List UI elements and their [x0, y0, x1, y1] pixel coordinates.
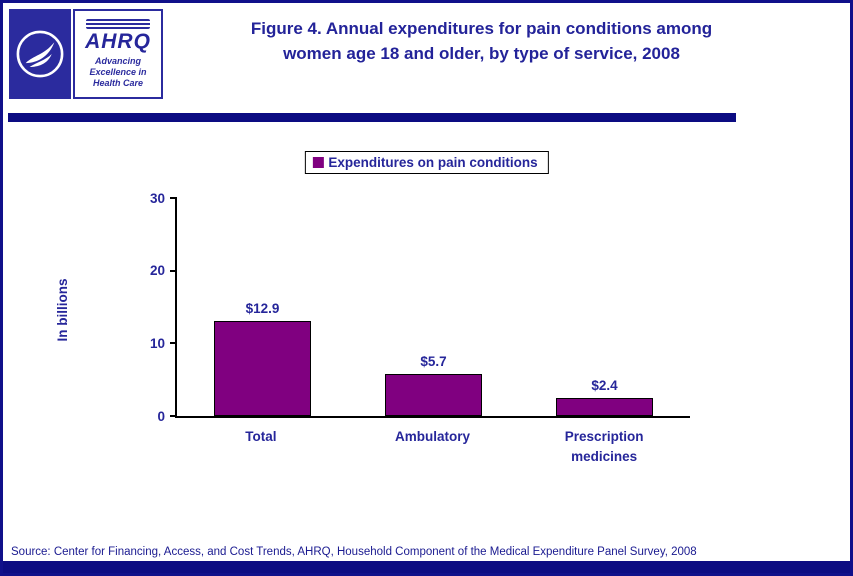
hhs-seal-logo [9, 9, 71, 99]
bar-value-label: $12.9 [245, 301, 280, 317]
ahrq-tagline: Advancing Excellence in Health Care [89, 56, 146, 88]
chart-legend: Expenditures on pain conditions [304, 151, 549, 174]
bar-prescription-medicines: $2.4 [556, 378, 653, 416]
y-tick-mark [170, 342, 177, 345]
bar-slot: $12.9 [177, 198, 348, 416]
bar-total: $12.9 [214, 301, 311, 416]
category-label-text: Total [245, 429, 277, 444]
bar-value-label: $5.7 [420, 354, 447, 370]
footer-bar [3, 561, 850, 573]
y-tick-mark [170, 415, 177, 417]
y-tick: 10 [131, 334, 177, 352]
figure-title: Figure 4. Annual expenditures for pain c… [143, 17, 820, 66]
category-label-text: Ambulatory [395, 429, 471, 444]
category-label-prescription-medicines: Prescription medicines [518, 427, 690, 468]
category-label-text: Prescription medicines [564, 429, 644, 465]
x-axis-category-labels: Total Ambulatory Prescription medicines [175, 427, 690, 468]
y-tick-mark [170, 269, 177, 272]
y-tick: 30 [131, 189, 177, 207]
figure-title-line2: women age 18 and older, by type of servi… [283, 43, 680, 63]
legend-label: Expenditures on pain conditions [328, 155, 538, 170]
y-tick-label: 20 [149, 263, 165, 279]
plot-area: 30 20 10 0 $12.9 $5.7 [150, 191, 690, 424]
y-tick-label: 10 [149, 335, 165, 351]
y-tick: 0 [131, 407, 177, 425]
y-tick-label: 30 [149, 190, 165, 206]
y-tick-mark [170, 197, 177, 199]
ahrq-tagline-line: Health Care [92, 77, 143, 88]
figure-title-line1: Figure 4. Annual expenditures for pain c… [250, 19, 713, 38]
source-text: Source: Center for Financing, Access, an… [11, 546, 697, 558]
bar-slot: $2.4 [519, 198, 690, 416]
legend-swatch [312, 157, 324, 168]
y-axis-label: In billions [55, 278, 70, 342]
category-label-ambulatory: Ambulatory [347, 427, 519, 468]
bar-slot: $5.7 [348, 198, 519, 416]
bar-ambulatory: $5.7 [385, 354, 482, 416]
category-label-total: Total [175, 427, 347, 468]
ahrq-acronym: AHRQ [85, 30, 151, 54]
y-tick-label: 0 [157, 408, 165, 424]
ahrq-tagline-line: Excellence in [89, 67, 147, 78]
ahrq-stripes-icon [86, 19, 150, 30]
hhs-eagle-icon [16, 30, 64, 78]
bar-value-label: $2.4 [591, 378, 618, 394]
ahrq-tagline-line: Advancing [94, 56, 141, 67]
bars-group: $12.9 $5.7 $2.4 [177, 198, 690, 416]
logo-group: AHRQ Advancing Excellence in Health Care [9, 9, 163, 99]
y-tick: 20 [131, 262, 177, 280]
header-divider-bar [8, 113, 736, 122]
ahrq-logo: AHRQ Advancing Excellence in Health Care [73, 9, 163, 99]
